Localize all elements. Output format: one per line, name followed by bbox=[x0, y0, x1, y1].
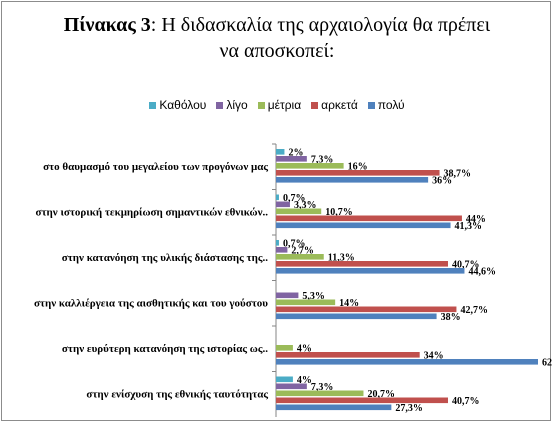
data-label: 14% bbox=[339, 298, 359, 309]
data-label: 44% bbox=[466, 214, 486, 225]
category-label: στην ενίσχυση της εθνικής ταυτότητας bbox=[86, 388, 268, 400]
bar bbox=[276, 240, 279, 246]
legend-label: πολύ bbox=[377, 98, 405, 112]
data-label: 10,7% bbox=[325, 207, 353, 218]
bar bbox=[276, 208, 322, 215]
bar bbox=[276, 215, 462, 222]
data-label: 38,7% bbox=[444, 168, 472, 179]
category-label: στην ιστορική τεκμηρίωση σημαντικών εθνι… bbox=[35, 206, 268, 218]
data-label: 2,7% bbox=[291, 245, 314, 256]
bar bbox=[276, 156, 307, 162]
legend-swatch bbox=[216, 101, 224, 109]
bar bbox=[276, 163, 344, 169]
category-label: στην καλλιέργεια της αισθητικής και του … bbox=[34, 297, 268, 309]
legend-label: λίγο bbox=[226, 98, 248, 112]
bar bbox=[276, 383, 307, 390]
category-label: στο θαυμασμό του μεγαλείου των προγόνων … bbox=[43, 161, 268, 173]
bar bbox=[276, 194, 279, 201]
bar bbox=[276, 247, 288, 253]
chart-title-bold: Πίνακας 3 bbox=[63, 14, 151, 36]
bar bbox=[276, 222, 451, 229]
bar bbox=[276, 170, 440, 176]
bar bbox=[276, 306, 457, 313]
legend-label: μέτρια bbox=[267, 98, 302, 112]
data-label: 40,7% bbox=[452, 396, 480, 407]
legend-swatch bbox=[257, 101, 265, 109]
legend-swatch bbox=[149, 101, 157, 109]
data-label: 34% bbox=[424, 350, 444, 361]
bar bbox=[276, 313, 437, 320]
bar bbox=[276, 404, 392, 411]
chart-title-text: : Η διδασκαλία της αρχαιολογία θα πρέπει… bbox=[150, 14, 491, 62]
data-label: 11,3% bbox=[328, 252, 355, 263]
bar bbox=[276, 345, 293, 351]
data-label: 0,7% bbox=[283, 193, 306, 204]
bar bbox=[276, 177, 429, 183]
data-label: 4% bbox=[297, 375, 312, 386]
data-label: 7,3% bbox=[311, 382, 334, 393]
bar bbox=[276, 149, 285, 155]
data-label: 62% bbox=[542, 357, 552, 368]
data-label: 20,7% bbox=[367, 389, 395, 400]
data-label: 4% bbox=[297, 343, 312, 354]
legend-item: αρκετά bbox=[311, 98, 358, 112]
legend-item: πολύ bbox=[367, 98, 405, 112]
chart-title: Πίνακας 3: Η διδασκαλία της αρχαιολογία … bbox=[62, 12, 492, 64]
data-label: 36% bbox=[432, 175, 452, 186]
data-label: 3,3% bbox=[294, 200, 317, 211]
legend-swatch bbox=[367, 101, 375, 109]
bar bbox=[276, 376, 293, 383]
data-label: 38% bbox=[441, 312, 461, 323]
bar bbox=[276, 261, 448, 267]
bar bbox=[276, 268, 465, 274]
bar bbox=[276, 390, 364, 397]
data-label: 44,6% bbox=[468, 266, 496, 277]
bar bbox=[276, 299, 336, 306]
data-label: 0,7% bbox=[283, 238, 306, 249]
legend-swatch bbox=[311, 101, 319, 109]
data-label: 7,3% bbox=[311, 154, 334, 165]
category-label: στην κατανόηση της υλικής διάστασης της.… bbox=[62, 252, 269, 264]
data-label: 16% bbox=[348, 161, 368, 172]
data-label: 2% bbox=[288, 147, 303, 158]
bar bbox=[276, 397, 448, 404]
data-label: 40,7% bbox=[452, 259, 480, 270]
bar bbox=[276, 352, 420, 358]
legend-item: λίγο bbox=[216, 98, 248, 112]
bar bbox=[276, 292, 299, 299]
legend: Καθόλου λίγο μέτρια αρκετά πολύ bbox=[2, 98, 552, 112]
legend-item: Καθόλου bbox=[149, 98, 206, 112]
legend-item: μέτρια bbox=[257, 98, 302, 112]
bar bbox=[276, 359, 538, 365]
data-label: 42,7% bbox=[460, 305, 488, 316]
data-label: 27,3% bbox=[395, 403, 423, 414]
data-label: 41,3% bbox=[455, 221, 483, 232]
legend-label: αρκετά bbox=[321, 98, 358, 112]
bar bbox=[276, 254, 324, 260]
data-label: 5,3% bbox=[302, 291, 325, 302]
bar bbox=[276, 201, 290, 208]
legend-label: Καθόλου bbox=[159, 98, 207, 112]
category-label: στην ευρύτερη κατανόηση της ιστορίας ως.… bbox=[62, 343, 268, 355]
